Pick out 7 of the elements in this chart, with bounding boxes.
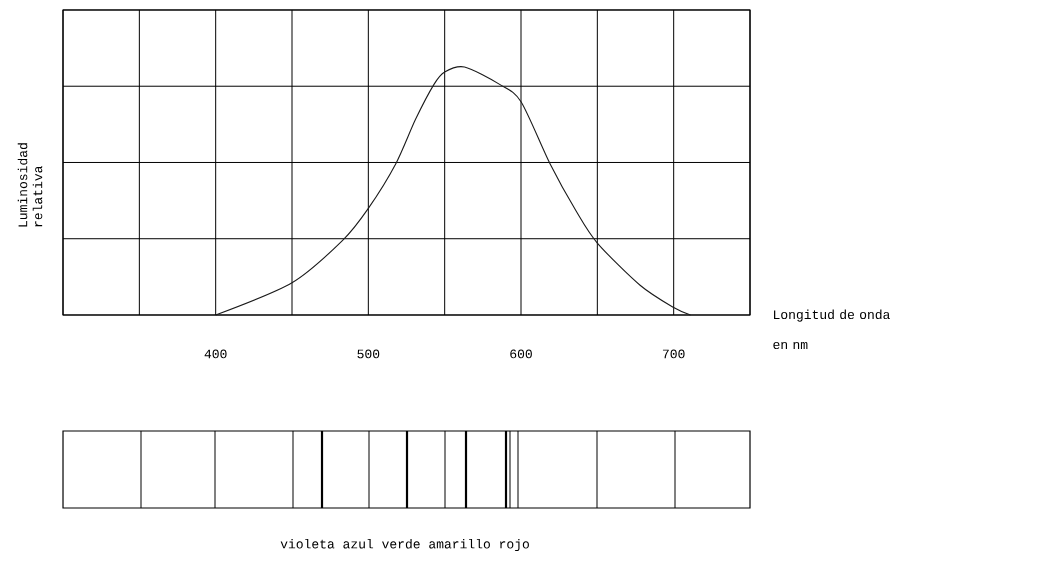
text: violeta azul verde amarillo rojo (280, 538, 529, 552)
x-tick-label: 500 (357, 349, 380, 359)
x-tick-label: 400 (204, 349, 227, 359)
y-axis-title: Luminosidad relativa (17, 143, 43, 227)
x-tick-label: 600 (510, 349, 532, 359)
x-tick-label: 700 (662, 349, 685, 359)
text: Longitud de onda en nm (773, 309, 890, 350)
